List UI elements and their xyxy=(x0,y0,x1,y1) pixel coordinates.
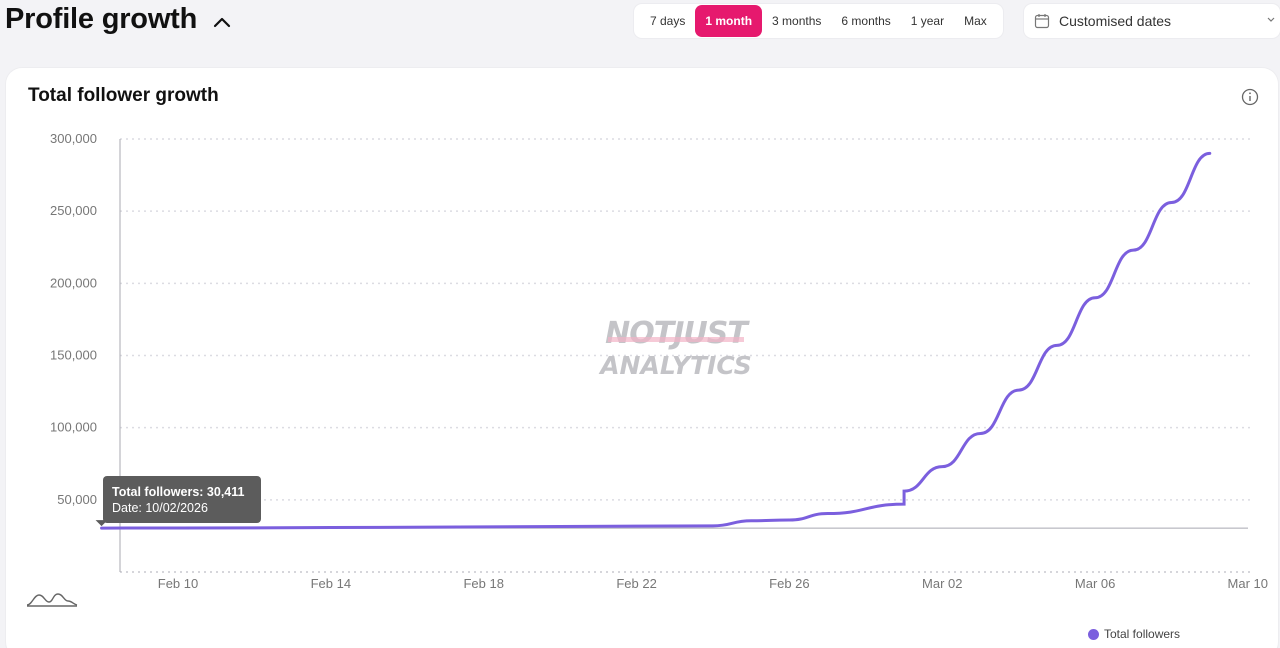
page-header: Profile growth 7 days 1 month 3 months 6… xyxy=(0,0,1280,44)
customised-dates-dropdown[interactable]: Customised dates xyxy=(1024,4,1280,38)
follower-growth-card: Total follower growth xyxy=(6,68,1278,648)
chevron-up-icon xyxy=(214,17,231,27)
x-tick-label: Feb 14 xyxy=(311,576,351,591)
collapse-button[interactable] xyxy=(211,11,233,33)
tooltip-followers: Total followers: 30,411 xyxy=(112,485,245,499)
watermark-line-1: NOTJUST xyxy=(596,318,756,350)
y-tick-label: 50,000 xyxy=(57,492,97,507)
x-tick-label: Feb 18 xyxy=(463,576,503,591)
watermark-logo: NOTJUST ANALYTICS xyxy=(596,318,756,382)
x-tick-label: Mar 10 xyxy=(1228,576,1268,591)
legend-label: Total followers xyxy=(1104,627,1181,641)
tooltip-date: Date: 10/02/2026 xyxy=(112,501,208,515)
y-tick-label: 250,000 xyxy=(50,203,97,218)
series-layer xyxy=(100,151,1212,530)
chevron-down-icon xyxy=(1267,17,1275,22)
date-range-tabs: 7 days 1 month 3 months 6 months 1 year … xyxy=(634,4,1003,38)
y-axis-ticks: 50,000 100,000 150,000 200,000 250,000 300,00… xyxy=(50,131,97,507)
chart-tooltip: Total followers: 30,411 Date: 10/02/2026 xyxy=(103,476,261,523)
page-title: Profile growth xyxy=(5,3,198,35)
y-tick-label: 300,000 xyxy=(50,131,97,146)
x-axis-ticks: Feb 10 Feb 14 Feb 18 Feb 22 Feb 26 Mar 02 Mar … xyxy=(158,576,1268,591)
range-6-months-button[interactable]: 6 months xyxy=(841,14,891,28)
y-tick-label: 150,000 xyxy=(50,348,97,363)
legend-swatch xyxy=(1088,628,1099,640)
x-tick-label: Mar 06 xyxy=(1075,576,1115,591)
series-line-0 xyxy=(100,151,1212,530)
chart-type-toggle-icon[interactable] xyxy=(26,589,78,609)
range-1-month-button[interactable]: 1 month xyxy=(695,5,763,37)
card-title: Total follower growth xyxy=(28,85,219,106)
calendar-icon xyxy=(1034,14,1050,29)
title-wrap: Profile growth xyxy=(5,3,233,36)
x-tick-label: Feb 10 xyxy=(158,576,198,591)
customised-dates-label: Customised dates xyxy=(1059,13,1172,29)
chart-legend[interactable]: Total followers xyxy=(1088,627,1180,641)
range-7-days-button[interactable]: 7 days xyxy=(650,14,686,28)
y-tick-label: 100,000 xyxy=(50,420,97,435)
x-tick-label: Feb 26 xyxy=(769,576,809,591)
range-1-year-button[interactable]: 1 year xyxy=(910,14,945,28)
x-tick-label: Mar 02 xyxy=(922,576,962,591)
watermark-line-2: ANALYTICS xyxy=(600,351,752,380)
range-3-months-button[interactable]: 3 months xyxy=(772,14,822,28)
range-max-button[interactable]: Max xyxy=(964,14,987,28)
y-tick-label: 200,000 xyxy=(50,275,97,290)
info-icon[interactable] xyxy=(1241,88,1259,106)
x-tick-label: Feb 22 xyxy=(616,576,656,591)
